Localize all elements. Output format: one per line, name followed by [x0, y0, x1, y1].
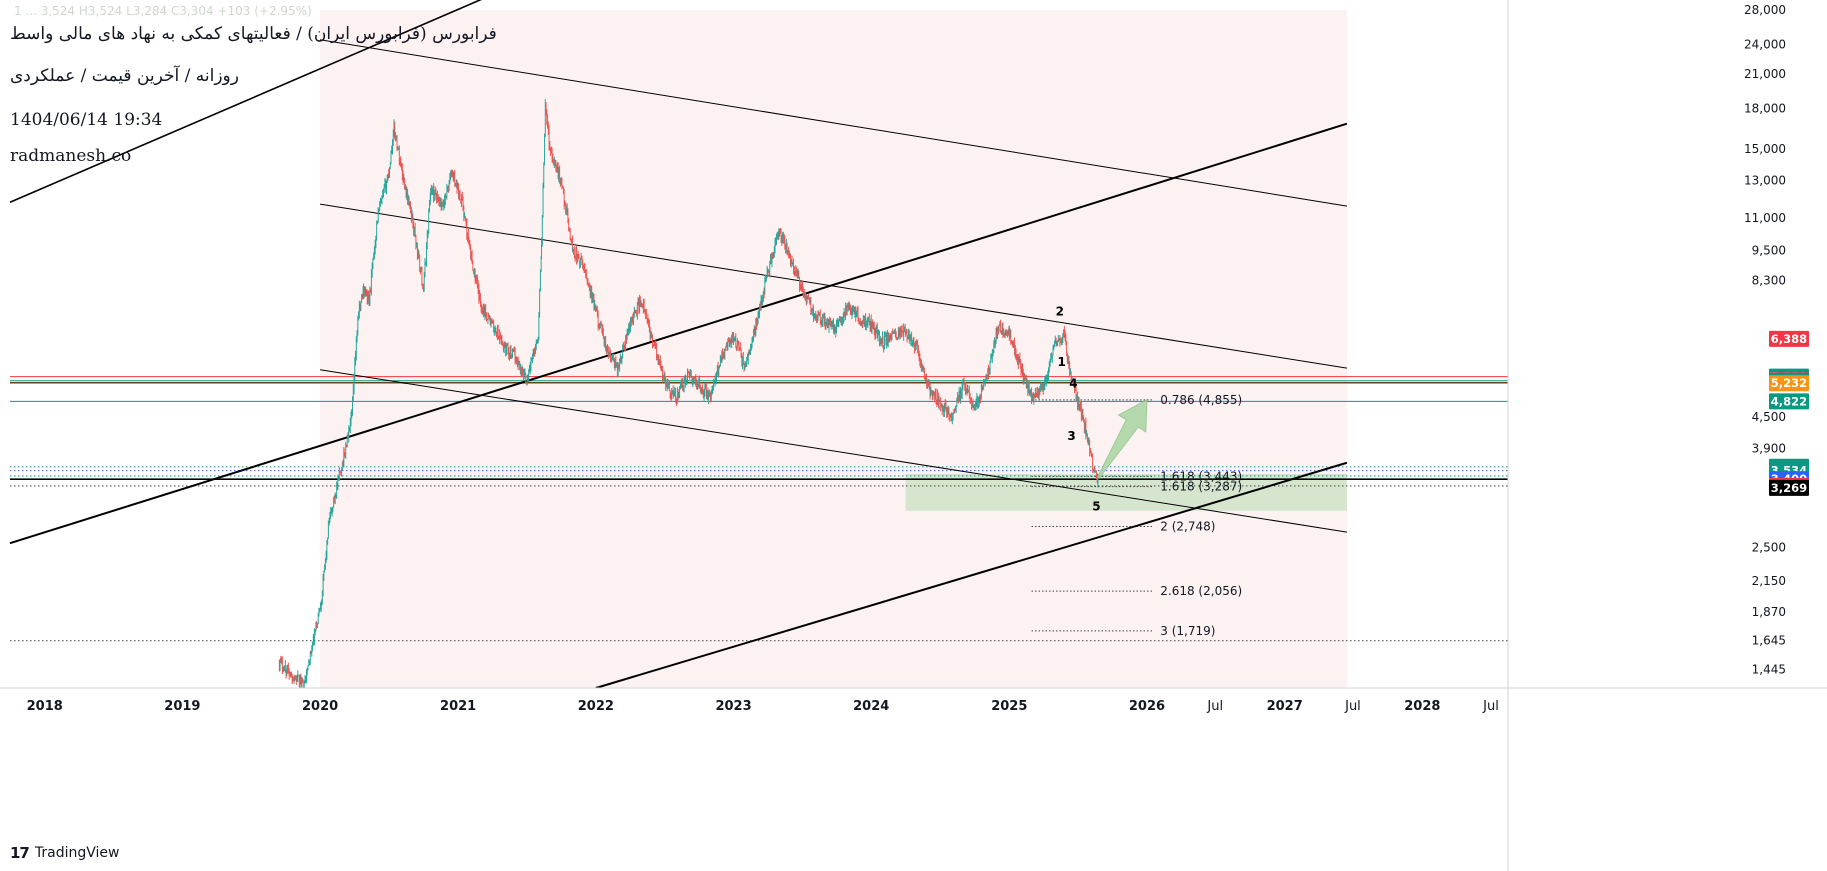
x-tick-label: 2027	[1267, 699, 1303, 714]
trend-line	[320, 39, 1348, 207]
x-tick-label: 2021	[440, 699, 476, 714]
x-tick-label: 2025	[991, 699, 1027, 714]
x-tick-label: 2023	[715, 699, 751, 714]
tradingview-logo[interactable]: 17 TradingView	[10, 844, 119, 862]
timeframe-label: روزانه / آخرین قیمت / عملکردی	[10, 66, 239, 86]
y-tick-label: 1,445	[1752, 663, 1786, 677]
wave-label: 3	[1067, 429, 1075, 443]
y-tick-label: 4,500	[1752, 410, 1786, 424]
y-tick-label: 13,000	[1744, 174, 1786, 188]
wave-label: 5	[1092, 500, 1100, 514]
website-label: radmanesh.co	[10, 146, 132, 166]
y-tick-label: 21,000	[1744, 67, 1786, 81]
horizontal-levels-layer: KMTWTMBW	[10, 370, 1743, 480]
price-tag-box	[1769, 330, 1809, 347]
x-tick-label: 2019	[164, 699, 200, 714]
dotted-levels-layer	[10, 466, 1508, 642]
y-tick-label: 28,000	[1744, 3, 1786, 17]
trend-line	[9, 122, 1348, 545]
x-tick-label: 2028	[1404, 699, 1440, 714]
price-tag-box	[1769, 479, 1809, 496]
tradingview-logo-icon: 17	[10, 844, 30, 862]
y-tick-label: 9,500	[1752, 244, 1786, 258]
price-tag-label: 3,269	[1771, 481, 1807, 495]
candles-layer	[278, 99, 1099, 695]
fib-level-label: 2.618 (2,056)	[1160, 584, 1242, 598]
x-tick-label: 2026	[1129, 699, 1165, 714]
x-tick-label: 2018	[27, 699, 63, 714]
datetime-label: 1404/06/14 19:34	[10, 110, 163, 130]
fib-level-label: 3 (1,719)	[1160, 624, 1215, 638]
wave-label: 2	[1056, 304, 1064, 318]
trend-line	[320, 369, 1347, 533]
projection-arrow	[1096, 398, 1148, 480]
trend-line	[595, 461, 1348, 689]
fib-level-label: 0.786 (4,855)	[1160, 393, 1242, 407]
y-tick-label: 15,000	[1744, 142, 1786, 156]
trendlines-layer	[9, 0, 1348, 689]
tradingview-logo-text: TradingView	[34, 845, 120, 861]
ohlc-readout: 1 ... 3,524 H3,524 L3,284 C3,304 +103 (+…	[14, 4, 312, 18]
wave-label: 1	[1058, 355, 1066, 369]
trend-line	[9, 0, 482, 204]
trend-line	[320, 203, 1347, 369]
symbol-title: فرابورس (فرابورس ایران) / فعالیتهای کمکی…	[10, 24, 497, 44]
wave-label: 4	[1069, 377, 1077, 391]
fibonacci-layer: 0.786 (4,855) 1.618 (3,443)1.618 (3,287) 2…	[1031, 393, 1242, 638]
x-tick-label: 2022	[578, 699, 614, 714]
y-tick-label: 2,500	[1752, 541, 1786, 555]
support-zone-layer	[905, 473, 1347, 511]
y-tick-label: 1,645	[1752, 634, 1786, 648]
x-tick-label: Jul	[1344, 699, 1361, 714]
price-tag-label: 5,232	[1771, 376, 1807, 390]
fib-level-label: 1.618 (3,287)	[1160, 480, 1242, 494]
wave-labels-layer: 2 14 3 5	[1056, 304, 1101, 513]
y-tick-label: 2,150	[1752, 574, 1786, 588]
y-tick-label: 3,900	[1752, 442, 1786, 456]
support-zone	[905, 473, 1347, 511]
x-tick-label: 2020	[302, 699, 338, 714]
price-tag-box	[1769, 375, 1809, 392]
y-tick-label: 24,000	[1744, 37, 1786, 51]
fib-level-label: 1.618 (3,443)	[1160, 469, 1242, 483]
time-axis-panel	[0, 688, 1827, 871]
price-tag-label: 4,822	[1771, 394, 1807, 408]
y-tick-label: 18,000	[1744, 101, 1786, 115]
y-tick-label: 8,300	[1752, 274, 1786, 288]
fib-level-label: 2 (2,748)	[1160, 520, 1215, 534]
x-tick-label: Jul	[1206, 699, 1223, 714]
projection-arrow-layer	[1096, 398, 1148, 480]
price-tag-box	[1769, 393, 1809, 410]
x-tick-label: 2024	[853, 699, 889, 714]
price-labels-layer: 6,3885,3895,3055,2915,2324,8223,5943,534…	[1769, 330, 1809, 496]
y-tick-label: 1,870	[1752, 605, 1786, 619]
price-tag-label: 6,388	[1771, 332, 1807, 346]
x-tick-label: Jul	[1482, 699, 1499, 714]
y-tick-label: 11,000	[1744, 211, 1786, 225]
